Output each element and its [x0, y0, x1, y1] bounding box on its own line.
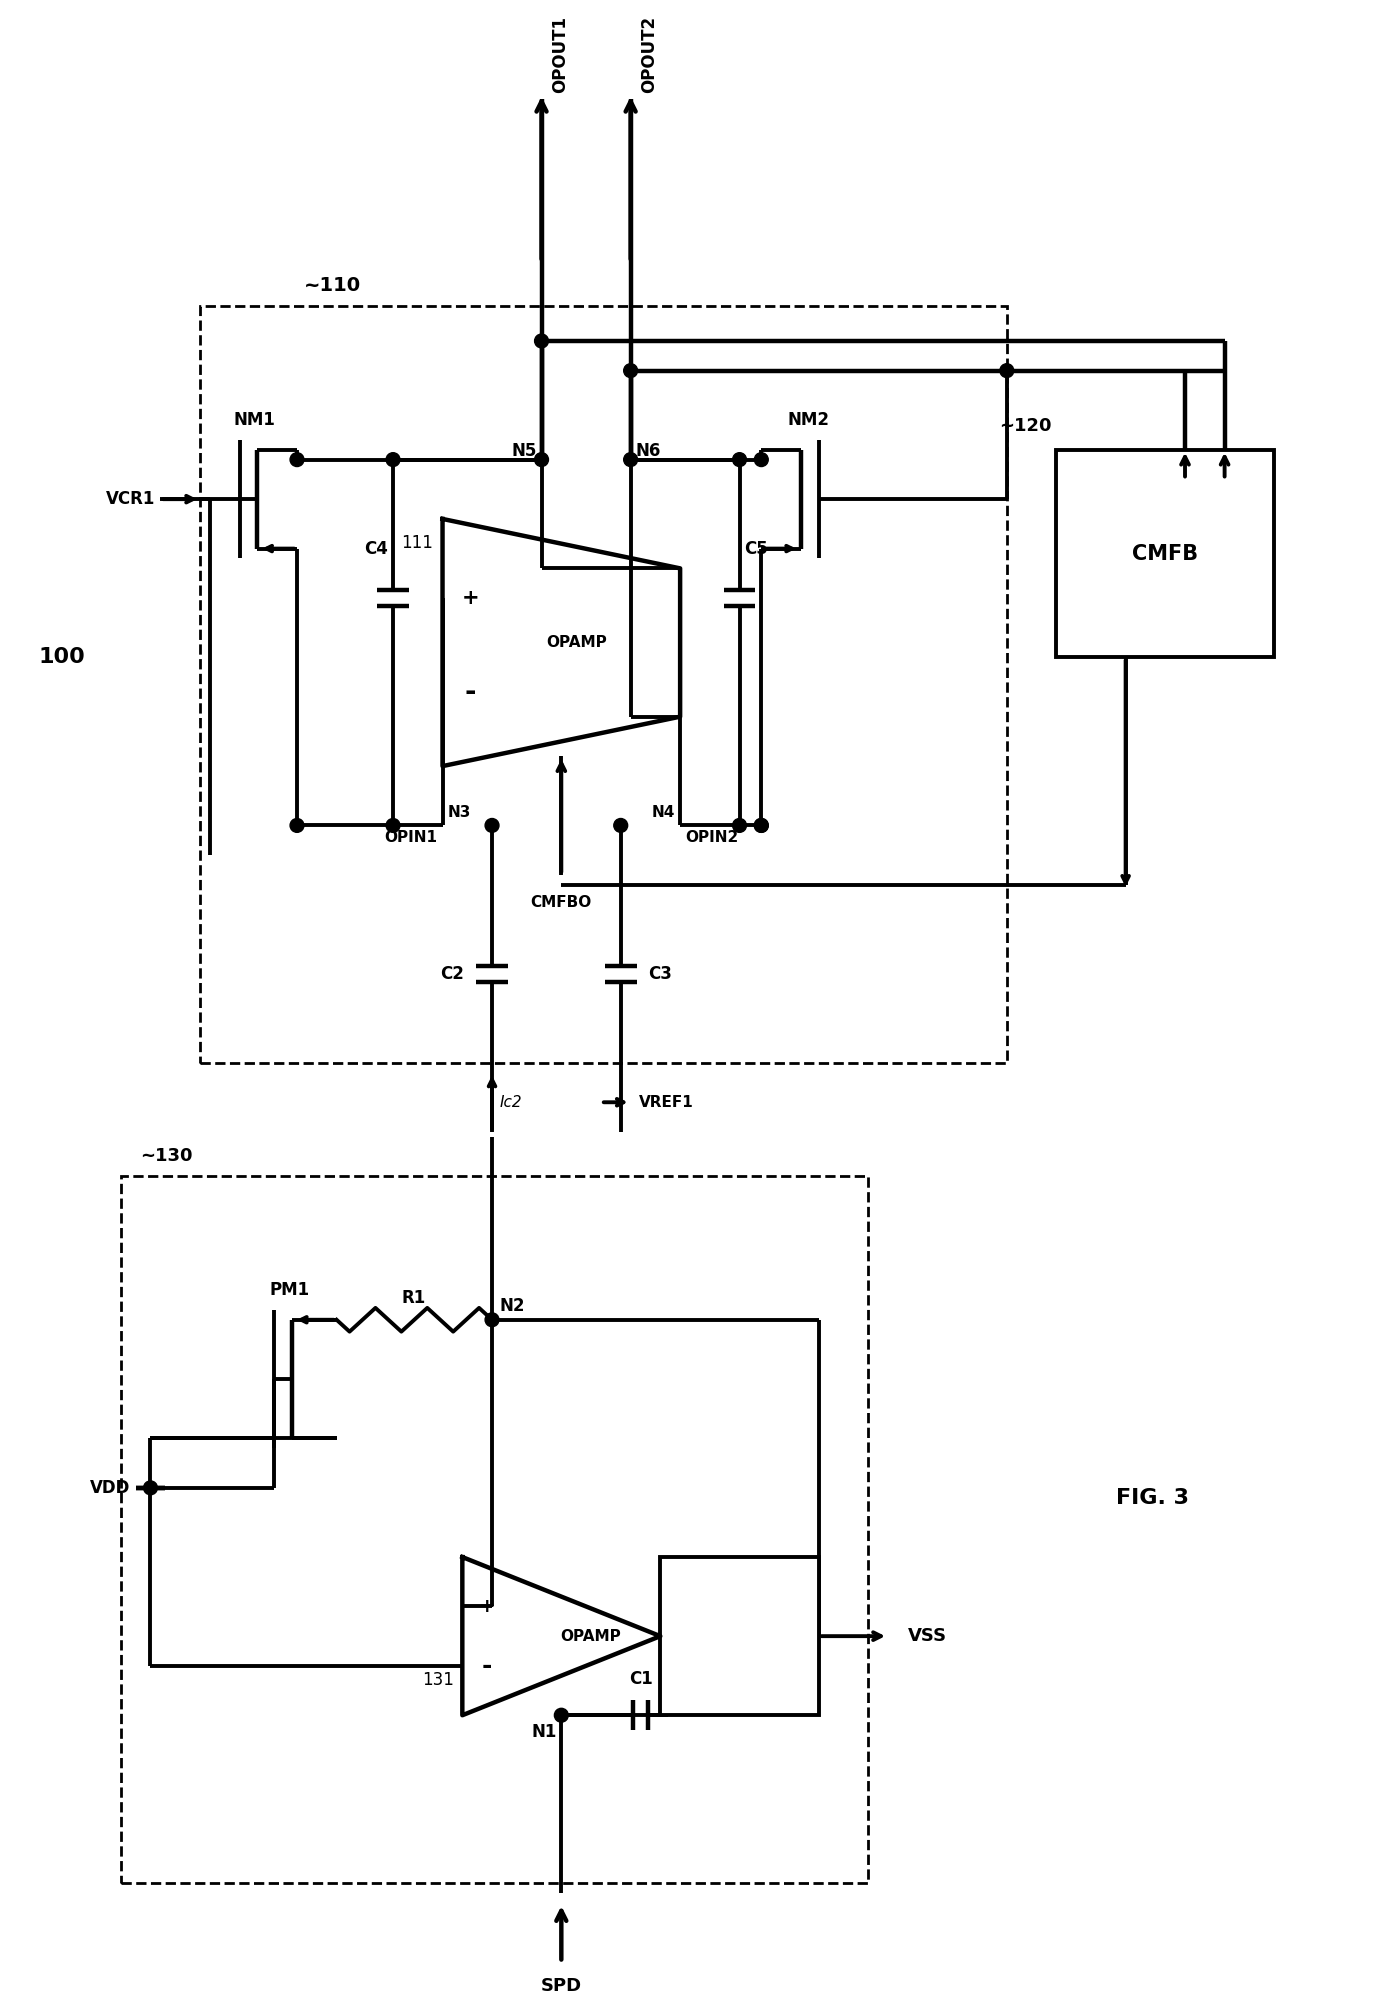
Bar [199, 307, 1007, 1064]
Text: OPAMP: OPAMP [546, 634, 607, 650]
Text: OPOUT1: OPOUT1 [551, 16, 569, 92]
Bar [661, 1557, 819, 1716]
Text: C4: C4 [364, 540, 388, 558]
Circle shape [755, 454, 769, 466]
Circle shape [535, 333, 548, 347]
Text: -: - [464, 678, 476, 706]
Text: N2: N2 [500, 1297, 525, 1315]
Text: N4: N4 [652, 805, 674, 821]
Text: Ic2: Ic2 [500, 1094, 522, 1110]
Text: FIG. 3: FIG. 3 [1116, 1487, 1188, 1507]
Circle shape [755, 819, 769, 833]
Circle shape [733, 819, 747, 833]
Text: VREF1: VREF1 [638, 1094, 694, 1110]
Text: VSS: VSS [907, 1628, 947, 1646]
Text: N3: N3 [447, 805, 471, 821]
Text: NM2: NM2 [788, 411, 830, 429]
Text: OPIN1: OPIN1 [385, 831, 438, 845]
Text: 100: 100 [37, 648, 84, 668]
Text: VDD: VDD [90, 1479, 130, 1497]
Text: R1: R1 [402, 1288, 427, 1307]
Text: C3: C3 [648, 965, 672, 983]
Circle shape [386, 454, 400, 466]
Text: 111: 111 [400, 534, 432, 552]
Text: 131: 131 [422, 1670, 454, 1688]
Text: C1: C1 [629, 1670, 652, 1688]
Text: ~130: ~130 [141, 1146, 193, 1164]
Text: OPOUT2: OPOUT2 [640, 16, 658, 92]
Text: NM1: NM1 [234, 411, 276, 429]
Text: N6: N6 [636, 442, 661, 460]
Text: N1: N1 [530, 1724, 557, 1742]
Text: C2: C2 [440, 965, 464, 983]
Text: SPD: SPD [540, 1977, 582, 1995]
Bar [1057, 450, 1274, 658]
Bar [120, 1176, 868, 1883]
Circle shape [386, 819, 400, 833]
Text: ~120: ~120 [999, 417, 1051, 436]
Text: +: + [479, 1598, 496, 1616]
Circle shape [755, 819, 769, 833]
Circle shape [289, 454, 303, 466]
Text: PM1: PM1 [269, 1280, 309, 1299]
Text: +: + [461, 588, 479, 608]
Text: CMFB: CMFB [1132, 544, 1198, 564]
Circle shape [144, 1481, 158, 1495]
Text: OPAMP: OPAMP [561, 1628, 622, 1644]
Circle shape [554, 1708, 568, 1722]
Circle shape [535, 454, 548, 466]
Circle shape [1000, 363, 1014, 377]
Text: C5: C5 [745, 540, 769, 558]
Circle shape [485, 819, 499, 833]
Text: CMFBO: CMFBO [530, 895, 591, 909]
Text: ~110: ~110 [303, 275, 361, 295]
Text: VCR1: VCR1 [107, 490, 155, 508]
Circle shape [623, 454, 637, 466]
Circle shape [614, 819, 627, 833]
Text: OPIN2: OPIN2 [686, 831, 738, 845]
Circle shape [485, 1313, 499, 1327]
Text: N5: N5 [511, 442, 536, 460]
Circle shape [733, 454, 747, 466]
Circle shape [623, 363, 637, 377]
Circle shape [289, 819, 303, 833]
Text: -: - [482, 1654, 492, 1678]
